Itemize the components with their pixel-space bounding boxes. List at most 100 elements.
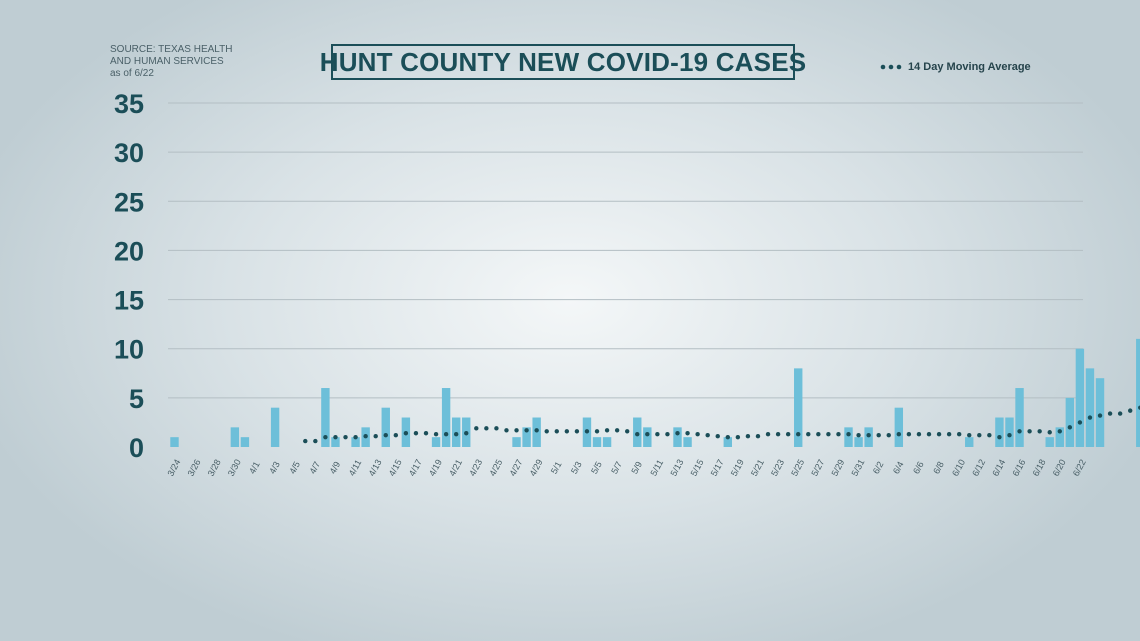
x-tick-label: 4/23 xyxy=(467,458,484,478)
moving-average-dot xyxy=(775,432,781,437)
source-line: as of 6/22 xyxy=(110,68,154,79)
moving-average-dot xyxy=(876,433,881,438)
x-tick-label: 6/14 xyxy=(990,458,1007,478)
x-tick-label: 5/25 xyxy=(789,458,806,478)
moving-average-dot xyxy=(886,433,891,438)
moving-average-dot xyxy=(1107,411,1113,416)
x-tick-label: 5/9 xyxy=(629,460,644,476)
y-tick-label: 35 xyxy=(114,89,144,119)
moving-average-dot xyxy=(323,434,328,440)
moving-average-dot xyxy=(313,438,318,444)
moving-average-dot xyxy=(1128,408,1133,413)
moving-average-dot xyxy=(846,432,851,437)
moving-average-dot xyxy=(614,428,620,433)
x-tick-label: 5/31 xyxy=(849,458,866,478)
moving-average-dot xyxy=(645,432,650,437)
source-line: AND HUMAN SERVICES xyxy=(110,56,224,67)
x-tick-label: 4/29 xyxy=(528,458,545,478)
x-tick-label: 6/20 xyxy=(1051,458,1068,478)
x-tick-label: 5/23 xyxy=(769,458,786,478)
x-tick-label: 6/2 xyxy=(871,460,886,476)
moving-average-dot xyxy=(353,434,358,440)
moving-average-dot xyxy=(715,433,720,439)
x-tick-label: 6/8 xyxy=(931,460,946,476)
x-tick-label: 4/17 xyxy=(407,458,424,478)
bar xyxy=(602,437,612,447)
chart-title: HUNT COUNTY NEW COVID-19 CASES xyxy=(320,44,806,80)
moving-average-dot xyxy=(997,434,1002,440)
x-tick-label: 3/24 xyxy=(165,458,182,478)
x-tick-label: 5/19 xyxy=(729,458,746,478)
moving-average-dot xyxy=(806,432,811,437)
x-tick-label: 4/5 xyxy=(287,460,302,476)
x-tick-label: 5/29 xyxy=(829,458,846,478)
x-tick-label: 6/4 xyxy=(891,460,906,476)
bar xyxy=(321,388,330,447)
bar xyxy=(1095,378,1105,447)
moving-average-dot xyxy=(1117,411,1123,416)
moving-average-dot xyxy=(725,434,730,440)
moving-average-dot xyxy=(1047,430,1052,435)
x-tick-label: 4/1 xyxy=(247,460,262,476)
moving-average-dot xyxy=(1077,420,1083,425)
bar xyxy=(1065,397,1075,447)
bar xyxy=(683,437,692,447)
x-tick-label: 5/21 xyxy=(749,458,766,478)
bar xyxy=(894,407,904,447)
moving-average-dot xyxy=(383,433,388,438)
bar xyxy=(1136,338,1140,447)
moving-average-dot xyxy=(363,433,368,439)
y-tick-label: 15 xyxy=(114,286,144,316)
moving-average-dot xyxy=(1007,433,1012,438)
x-tick-label: 5/11 xyxy=(648,458,665,478)
moving-average-dot xyxy=(967,433,972,438)
moving-average-dot xyxy=(554,429,559,434)
bar xyxy=(592,437,602,447)
x-tick-label: 4/27 xyxy=(507,458,524,478)
moving-average-dot xyxy=(987,433,992,438)
moving-average-dot xyxy=(514,428,519,433)
x-tick-label: 6/12 xyxy=(970,458,987,478)
x-tick-label: 4/11 xyxy=(347,458,364,478)
bar xyxy=(844,427,853,447)
moving-average-dot xyxy=(916,432,922,437)
bar xyxy=(854,437,863,447)
moving-average-dot xyxy=(936,432,942,437)
moving-average-dot xyxy=(826,432,831,437)
x-tick-label: 4/19 xyxy=(427,458,444,478)
bar xyxy=(240,437,250,447)
x-tick-label: 6/10 xyxy=(950,458,967,478)
moving-average-dot xyxy=(977,433,982,438)
moving-average-dot xyxy=(745,433,751,439)
moving-average-dot xyxy=(755,433,761,439)
bar xyxy=(794,368,803,447)
legend: 14 Day Moving Average xyxy=(880,60,1031,74)
moving-average-dot xyxy=(453,432,459,437)
moving-average-dot xyxy=(685,431,690,436)
bar xyxy=(331,437,340,447)
x-tick-label: 3/26 xyxy=(186,458,203,478)
moving-average-dot xyxy=(1097,413,1103,418)
moving-average-dot xyxy=(816,432,821,437)
moving-average-dot xyxy=(413,431,419,436)
x-tick-label: 5/17 xyxy=(709,458,726,478)
bar xyxy=(512,437,521,447)
moving-average-dot xyxy=(836,432,841,437)
bar xyxy=(170,437,179,447)
x-tick-label: 5/3 xyxy=(569,460,584,476)
legend-label: 14 Day Moving Average xyxy=(908,61,1031,73)
moving-average-dot xyxy=(1017,429,1022,434)
moving-average-dot xyxy=(564,429,570,434)
x-tick-label: 6/6 xyxy=(911,460,926,476)
moving-average-dot xyxy=(1067,425,1073,430)
x-tick-label: 3/30 xyxy=(226,458,243,478)
x-tick-label: 5/15 xyxy=(689,458,706,478)
moving-average-dot xyxy=(423,431,429,436)
moving-average-dot xyxy=(544,429,549,434)
bar xyxy=(723,437,732,447)
x-tick-label: 4/15 xyxy=(387,458,404,478)
bar xyxy=(1055,427,1064,447)
moving-average-dot xyxy=(1057,429,1062,434)
moving-average-dot xyxy=(393,433,399,438)
